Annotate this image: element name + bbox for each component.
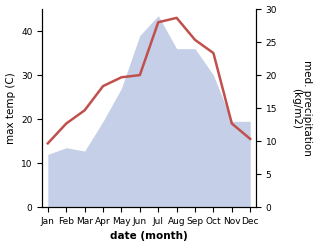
X-axis label: date (month): date (month) [110,231,188,242]
Y-axis label: med. precipitation
(kg/m2): med. precipitation (kg/m2) [291,60,313,156]
Y-axis label: max temp (C): max temp (C) [5,72,16,144]
